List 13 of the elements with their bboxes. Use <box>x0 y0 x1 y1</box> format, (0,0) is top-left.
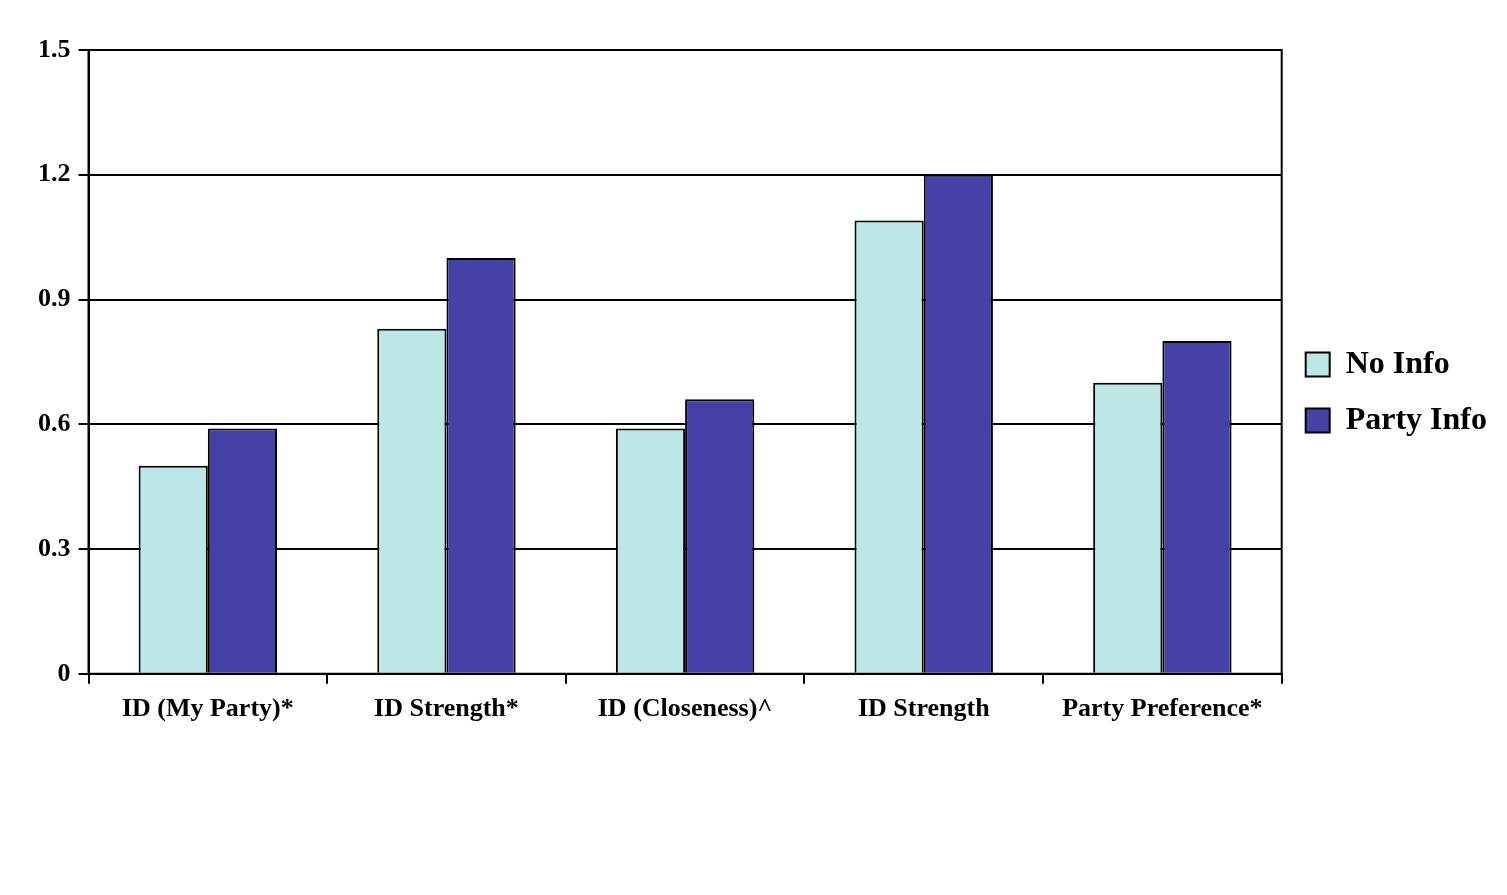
y-tick-label: 0 <box>57 657 71 687</box>
y-tick-label: 0.9 <box>38 283 71 313</box>
x-tick-label: ID Strength <box>857 693 991 723</box>
x-tick-label: ID Strength* <box>374 693 519 723</box>
y-tick-label: 0.3 <box>38 532 71 562</box>
legend-label: Party Info <box>1345 399 1487 436</box>
y-tick-label: 1.5 <box>38 33 71 63</box>
legend-label: No Info <box>1345 343 1450 380</box>
x-tick-label: ID (My Party)* <box>121 693 294 723</box>
x-tick-label: Party Preference* <box>1062 693 1263 723</box>
x-tick-label: ID (Closeness)^ <box>597 693 773 723</box>
y-tick-label: 1.2 <box>38 158 71 188</box>
y-tick-label: 0.6 <box>38 408 71 437</box>
